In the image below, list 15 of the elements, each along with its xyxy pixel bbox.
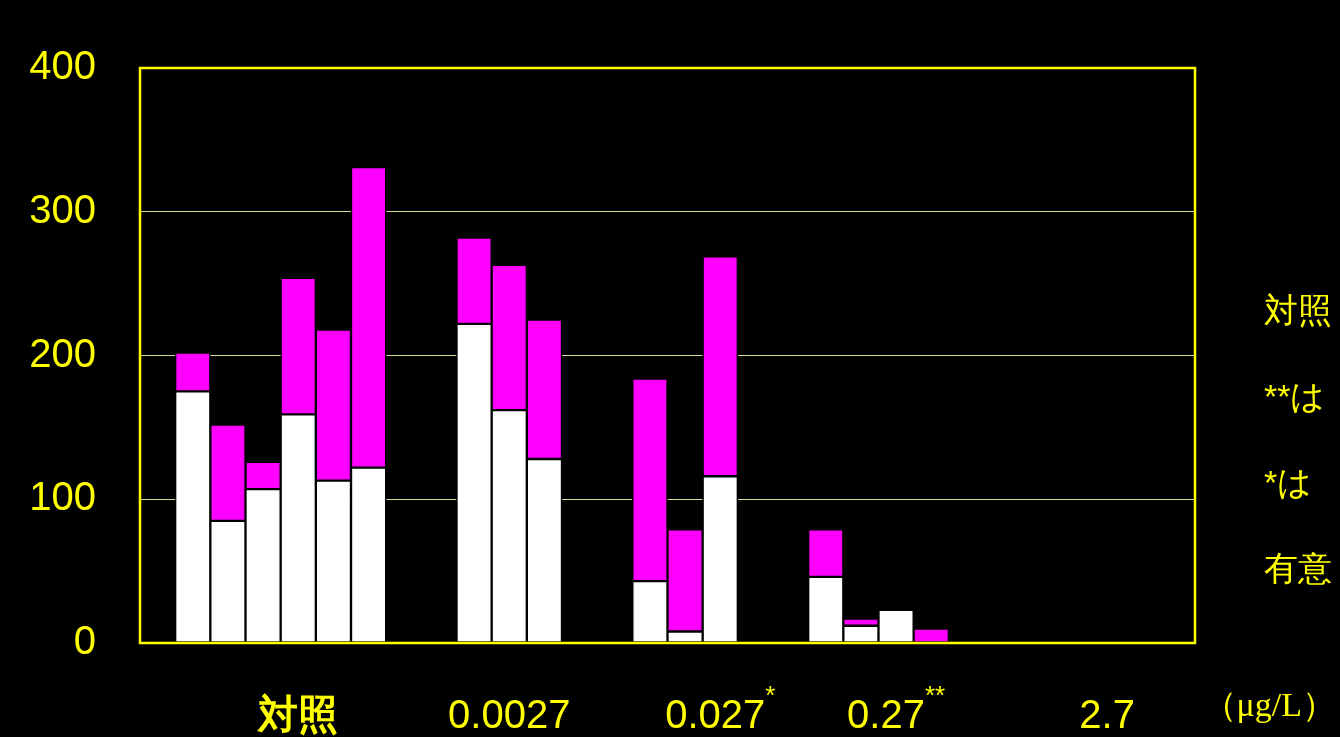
x-tick-label: 0.27** (847, 680, 946, 736)
x-axis-title: （μg/L） (1202, 686, 1336, 723)
x-tick-label: 2.7 (1079, 692, 1135, 736)
y-tick-label: 0 (73, 618, 96, 663)
text: **は (1264, 377, 1326, 415)
text: 対照 (1264, 291, 1332, 329)
x-tick-label: 対照 (257, 692, 339, 736)
y-tick-label: 200 (29, 330, 96, 375)
x-tick-label: 0.027* (665, 680, 776, 736)
text: *は (1264, 463, 1313, 501)
y-tick-label: 300 (29, 186, 96, 231)
text: 有意 (1264, 549, 1332, 587)
y-tick-label: 100 (29, 474, 96, 519)
y-tick-label: 400 (29, 43, 96, 88)
x-tick-label: 0.0027 (448, 692, 571, 736)
